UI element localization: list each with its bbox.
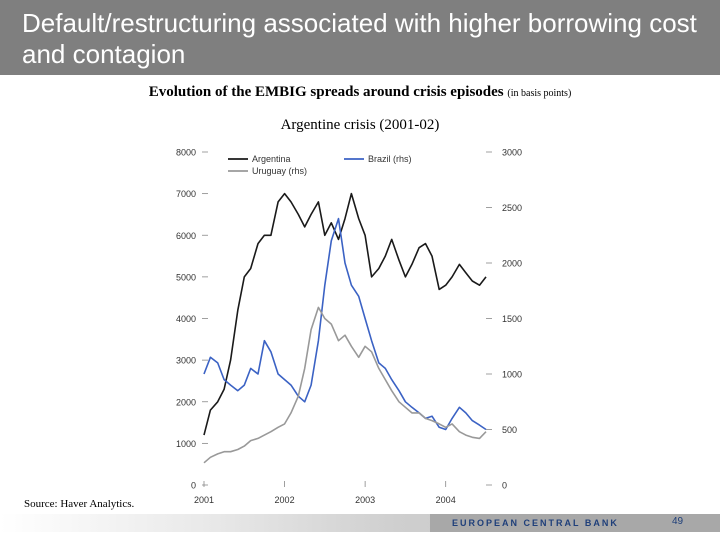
footer-bar bbox=[0, 514, 720, 532]
page-number: 49 bbox=[672, 516, 684, 527]
x-tick-label: 2002 bbox=[275, 495, 295, 505]
series-line-3 bbox=[203, 306, 487, 464]
bank-name: EUROPEAN CENTRAL BANK bbox=[452, 518, 619, 528]
y-left-tick-label: 7000 bbox=[176, 189, 196, 199]
source-note: Source: Haver Analytics. bbox=[24, 498, 135, 510]
y-right-tick-label: 1000 bbox=[502, 370, 522, 380]
series-line-2 bbox=[203, 217, 487, 431]
y-right-tick-label: 500 bbox=[502, 425, 517, 435]
y-left-tick-label: 1000 bbox=[176, 439, 196, 449]
chart-title: Argentine crisis (2001-02) bbox=[280, 117, 440, 133]
chart-subtitle: Evolution of the EMBIG spreads around cr… bbox=[0, 84, 720, 101]
y-right-tick-label: 3000 bbox=[502, 148, 522, 158]
y-left-tick-label: 4000 bbox=[176, 314, 196, 324]
spreads-chart: 0 1000 2000 3000 4000 5000 6000 7000 8000 0 500 100… bbox=[176, 148, 522, 506]
y-right-tick-label: 2000 bbox=[502, 259, 522, 269]
legend-label: Uruguay (rhs) bbox=[252, 166, 307, 176]
y-left-tick-label: 5000 bbox=[176, 272, 196, 282]
y-right-tick-label: 2500 bbox=[502, 203, 522, 213]
x-tick-label: 2004 bbox=[436, 495, 456, 505]
slide-title: Default/restructuring associated with hi… bbox=[22, 8, 697, 69]
title-bar bbox=[0, 0, 720, 75]
legend-label: Argentina bbox=[252, 154, 291, 164]
y-left-tick-label: 6000 bbox=[176, 231, 196, 241]
x-tick-label: 2001 bbox=[194, 495, 214, 505]
y-left-tick-label: 3000 bbox=[176, 356, 196, 366]
x-tick-label: 2003 bbox=[355, 495, 375, 505]
legend-label: Brazil (rhs) bbox=[368, 154, 412, 164]
y-left-tick-label: 8000 bbox=[176, 148, 196, 158]
series-line-1 bbox=[203, 192, 487, 436]
footer-dark-band bbox=[430, 514, 720, 532]
y-left-tick-label: 2000 bbox=[176, 397, 196, 407]
y-left-tick-label: 0 bbox=[191, 481, 196, 491]
subtitle-unit: (in basis points) bbox=[507, 88, 572, 99]
y-right-tick-label: 0 bbox=[502, 481, 507, 491]
y-right-tick-label: 1500 bbox=[502, 314, 522, 324]
subtitle-main: Evolution of the EMBIG spreads around cr… bbox=[148, 84, 504, 100]
